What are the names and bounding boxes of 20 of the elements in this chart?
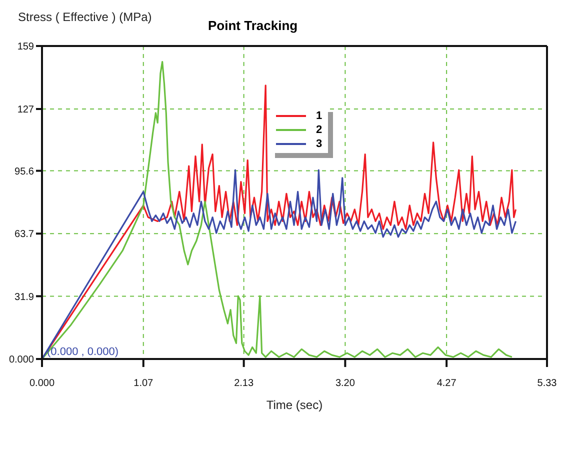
- chart-title: Point Tracking: [208, 18, 298, 33]
- x-tick-label: 4.27: [436, 378, 457, 390]
- x-tick-label: 1.07: [134, 378, 154, 390]
- y-tick-label: 31.9: [14, 292, 34, 303]
- legend-label: 3: [316, 138, 322, 150]
- y-tick-label: 159: [17, 42, 34, 53]
- y-tick-label: 127: [17, 104, 34, 116]
- legend-label: 2: [316, 124, 322, 136]
- line-series: [42, 169, 517, 359]
- y-tick-label: 63.7: [14, 229, 34, 240]
- x-tick-label: 5.33: [537, 378, 558, 390]
- legend-label: 1: [316, 110, 322, 122]
- y-tick-label: 95.6: [14, 166, 34, 178]
- y-tick-label: 0.000: [8, 354, 34, 366]
- annotation: (0.000 , 0.000): [47, 346, 119, 358]
- x-tick-label: 2.13: [234, 378, 254, 390]
- y-axis-title: Stress ( Effective ) (MPa): [18, 10, 152, 24]
- x-tick-label: 0.000: [29, 378, 55, 390]
- x-tick-label: 3.20: [335, 378, 356, 390]
- x-axis-title: Time (sec): [266, 398, 323, 412]
